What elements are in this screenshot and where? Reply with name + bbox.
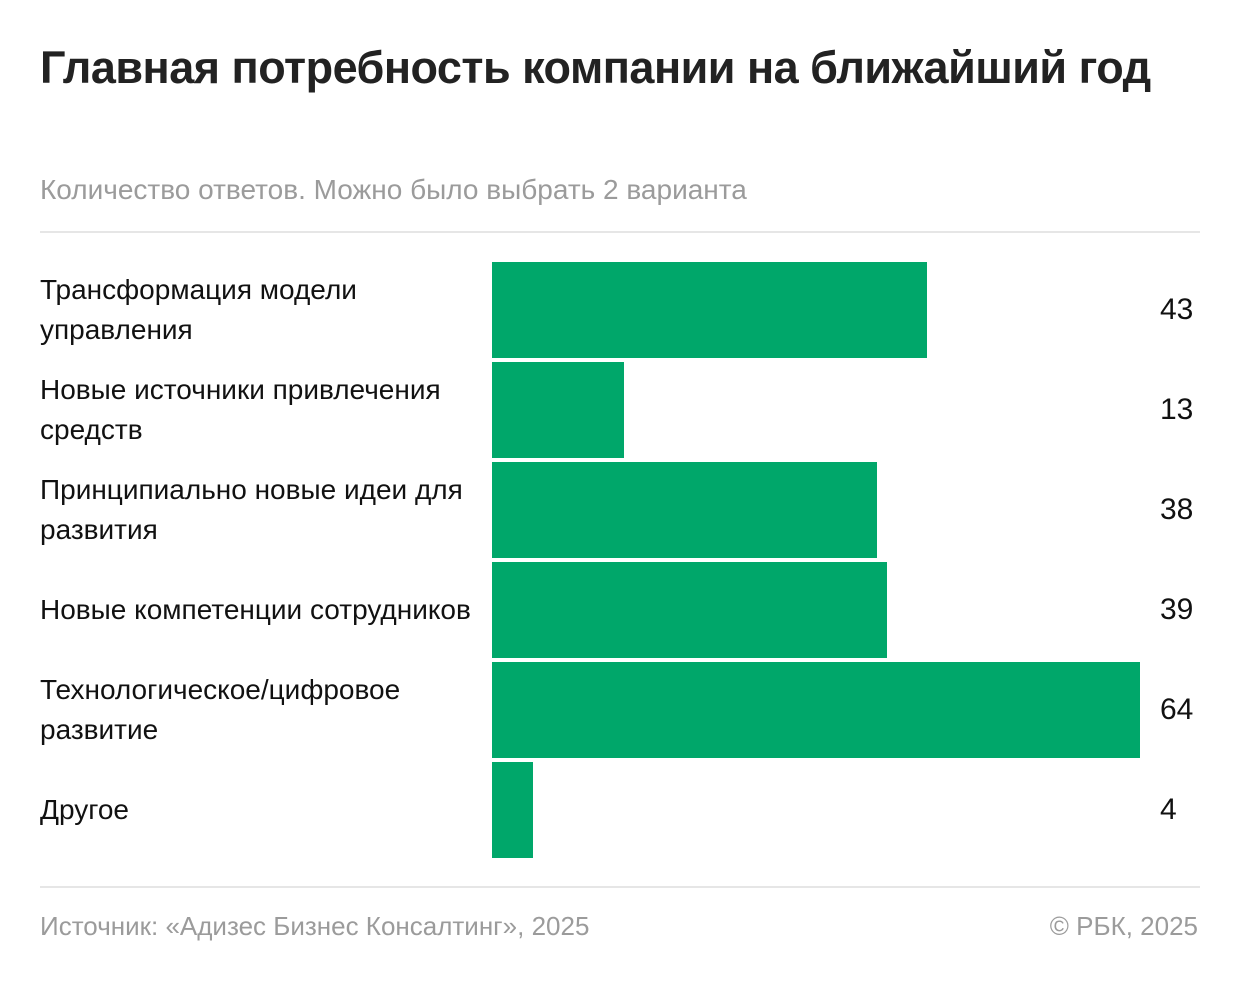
value-label: 64: [1160, 693, 1194, 726]
copyright: © РБК, 2025: [1049, 911, 1198, 941]
category-label: Новые источники привлечения средств: [40, 374, 441, 445]
top-divider: [40, 231, 1200, 233]
value-label: 39: [1160, 593, 1194, 626]
bar: [492, 262, 927, 358]
category-label: Принципиально новые идеи для развития: [40, 474, 463, 545]
bar: [492, 562, 887, 658]
category-label: Трансформация модели управления: [40, 274, 357, 345]
bar: [492, 762, 533, 858]
category-label: Другое: [40, 794, 129, 825]
value-label: 38: [1160, 493, 1194, 526]
value-label: 13: [1160, 393, 1194, 426]
chart-title: Главная потребность компании на ближайши…: [40, 42, 1151, 93]
value-label: 43: [1160, 293, 1194, 326]
category-label: Технологическое/цифровое развитие: [40, 674, 401, 745]
source-note: Источник: «Адизес Бизнес Консалтинг», 20…: [40, 911, 590, 941]
value-label: 4: [1160, 793, 1177, 826]
category-label: Новые компетенции сотрудников: [40, 594, 471, 625]
bar: [492, 662, 1140, 758]
bar: [492, 462, 877, 558]
bar: [492, 362, 624, 458]
chart-subtitle: Количество ответов. Можно было выбрать 2…: [40, 174, 747, 205]
bottom-divider: [40, 886, 1200, 888]
